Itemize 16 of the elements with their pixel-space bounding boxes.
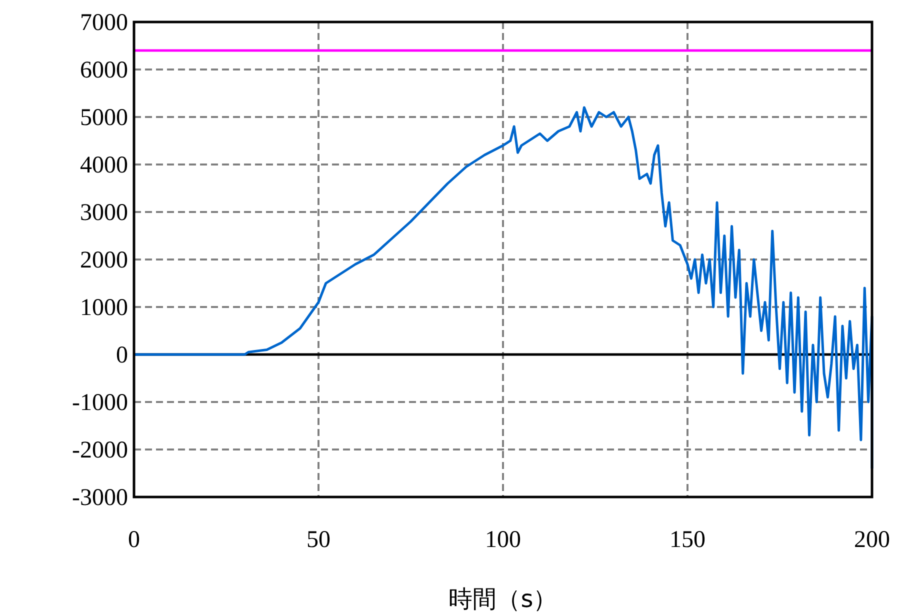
y-tick-label: 0: [116, 342, 128, 368]
y-tick-label: 2000: [80, 248, 128, 274]
x-tick-label: 200: [854, 527, 890, 553]
y-tick-label: 7000: [80, 10, 128, 36]
y-tick-label: 3000: [80, 200, 128, 226]
y-tick-label: 1000: [80, 295, 128, 321]
y-tick-label: -1000: [72, 390, 128, 416]
x-tick-label: 100: [485, 527, 521, 553]
y-tick-label: 5000: [80, 105, 128, 131]
y-tick-label: -3000: [72, 485, 128, 511]
x-tick-label: 150: [670, 527, 706, 553]
x-tick-label: 50: [306, 527, 330, 553]
x-axis-title: 時間（s）: [448, 585, 558, 613]
y-tick-label: 6000: [80, 58, 128, 84]
y-tick-label: 4000: [80, 152, 128, 178]
y-tick-label: -2000: [72, 438, 128, 464]
